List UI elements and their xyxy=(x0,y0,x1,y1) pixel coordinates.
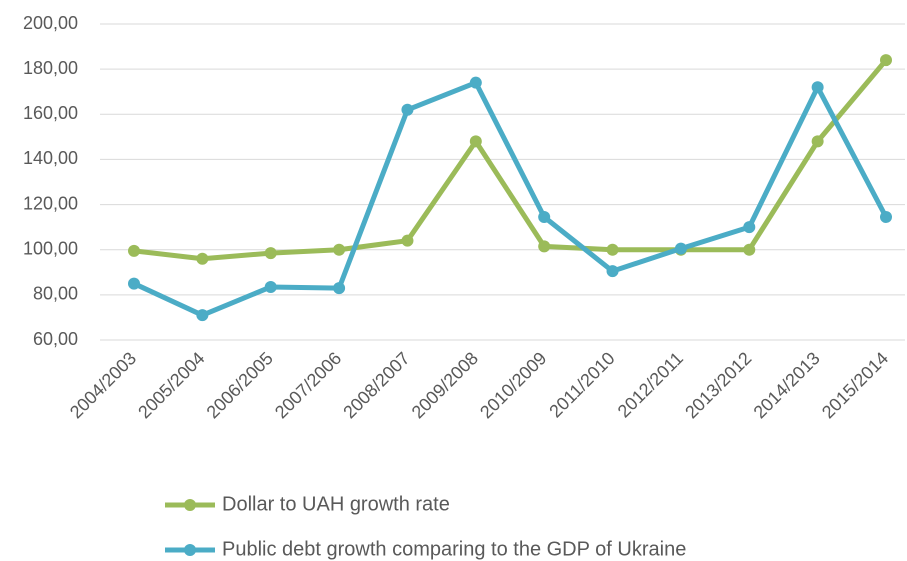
x-tick-label: 2015/2014 xyxy=(818,348,892,422)
x-tick-label: 2014/2013 xyxy=(750,348,824,422)
legend-label: Public debt growth comparing to the GDP … xyxy=(222,538,686,560)
data-point xyxy=(401,103,414,116)
x-tick-label: 2004/2003 xyxy=(66,348,140,422)
data-point xyxy=(469,135,482,148)
x-tick-label: 2013/2012 xyxy=(681,348,755,422)
data-point xyxy=(128,277,140,290)
data-point xyxy=(606,265,619,278)
x-tick-label: 2008/2007 xyxy=(339,348,413,422)
data-point xyxy=(743,221,756,234)
y-tick-label: 60,00 xyxy=(33,329,78,349)
y-tick-label: 160,00 xyxy=(23,103,78,123)
data-point xyxy=(880,210,892,223)
data-point xyxy=(606,243,619,256)
data-point xyxy=(469,76,482,89)
x-tick-label: 2005/2004 xyxy=(134,348,208,422)
data-point xyxy=(743,243,756,256)
y-tick-label: 100,00 xyxy=(23,238,78,258)
data-point xyxy=(674,242,687,255)
legend-marker xyxy=(184,499,196,511)
y-tick-label: 80,00 xyxy=(33,284,78,304)
y-tick-label: 200,00 xyxy=(23,13,78,33)
data-point xyxy=(880,54,892,67)
y-tick-label: 180,00 xyxy=(23,58,78,78)
data-point xyxy=(811,135,824,148)
y-tick-label: 140,00 xyxy=(23,148,78,168)
data-point xyxy=(264,247,277,260)
data-point xyxy=(538,210,551,223)
x-tick-label: 2010/2009 xyxy=(476,348,550,422)
data-point xyxy=(333,243,346,256)
data-point xyxy=(128,244,140,257)
legend-marker xyxy=(184,544,196,556)
y-tick-label: 120,00 xyxy=(23,193,78,213)
x-tick-label: 2011/2010 xyxy=(545,348,618,421)
x-tick-label: 2012/2011 xyxy=(614,348,687,421)
data-point xyxy=(811,81,824,94)
data-point xyxy=(538,240,551,253)
series-line xyxy=(132,80,889,318)
x-tick-label: 2007/2006 xyxy=(271,348,345,422)
legend-label: Dollar to UAH growth rate xyxy=(222,493,450,515)
data-point xyxy=(264,280,277,293)
data-point xyxy=(333,282,346,295)
series-line xyxy=(133,58,888,262)
data-point xyxy=(401,234,414,247)
x-tick-label: 2009/2008 xyxy=(408,348,482,422)
data-point xyxy=(196,309,209,322)
x-tick-label: 2006/2005 xyxy=(203,348,277,422)
data-point xyxy=(196,252,209,265)
